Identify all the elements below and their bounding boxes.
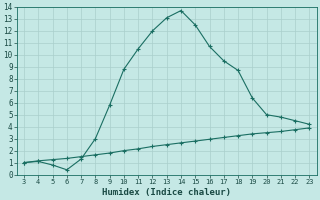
X-axis label: Humidex (Indice chaleur): Humidex (Indice chaleur) [102, 188, 231, 197]
